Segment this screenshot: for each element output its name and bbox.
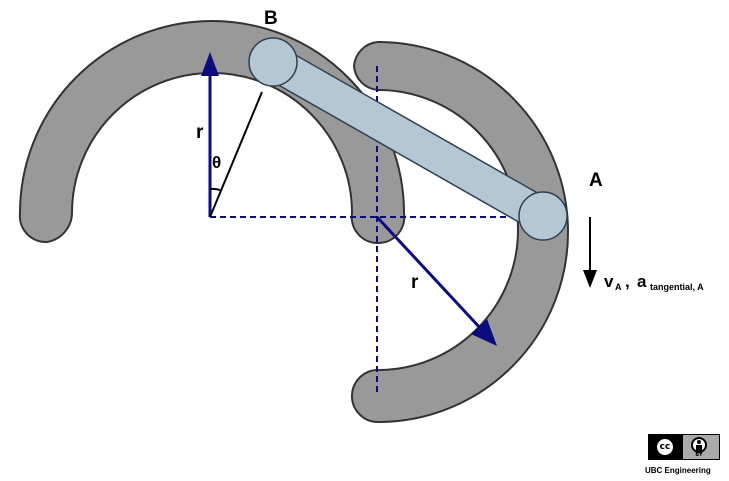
velocity-arrowhead-icon (583, 270, 597, 288)
velocity-symbol: v (604, 272, 614, 291)
attribution-person-icon (691, 437, 707, 453)
left-radius-arrowhead-icon (201, 52, 219, 76)
attribution-person-body (696, 445, 702, 451)
angle-reference-line (209, 91, 263, 218)
cc-by-text: BY (695, 452, 703, 458)
acceleration-subscript: tangential, A (650, 282, 704, 292)
cc-logo-icon: cc (655, 437, 675, 457)
theta-angle-arc (209, 187, 221, 191)
theta-label: θ (212, 153, 221, 172)
radius-left-label: r (196, 122, 204, 143)
credit-text: UBC Engineering (645, 466, 711, 475)
velocity-subscript: A (615, 282, 622, 292)
point-b-label: B (264, 8, 278, 29)
pin-a (518, 191, 568, 241)
cc-badge-left-panel: cc (649, 435, 683, 459)
attribution-person-head (697, 440, 701, 444)
label-separator: , (625, 272, 630, 291)
right-radius-arrowhead-icon (471, 319, 497, 346)
acceleration-symbol: a (637, 272, 647, 291)
link-bar (264, 47, 552, 231)
cc-license-badge: cc BY (648, 434, 720, 460)
radius-right-label: r (411, 272, 419, 293)
point-a-label: A (589, 170, 603, 191)
right-semicircular-track (350, 40, 569, 424)
pin-b (248, 37, 298, 87)
velocity-acceleration-label: v A , a tangential, A (604, 272, 704, 292)
right-radius-vector-line (375, 215, 484, 332)
